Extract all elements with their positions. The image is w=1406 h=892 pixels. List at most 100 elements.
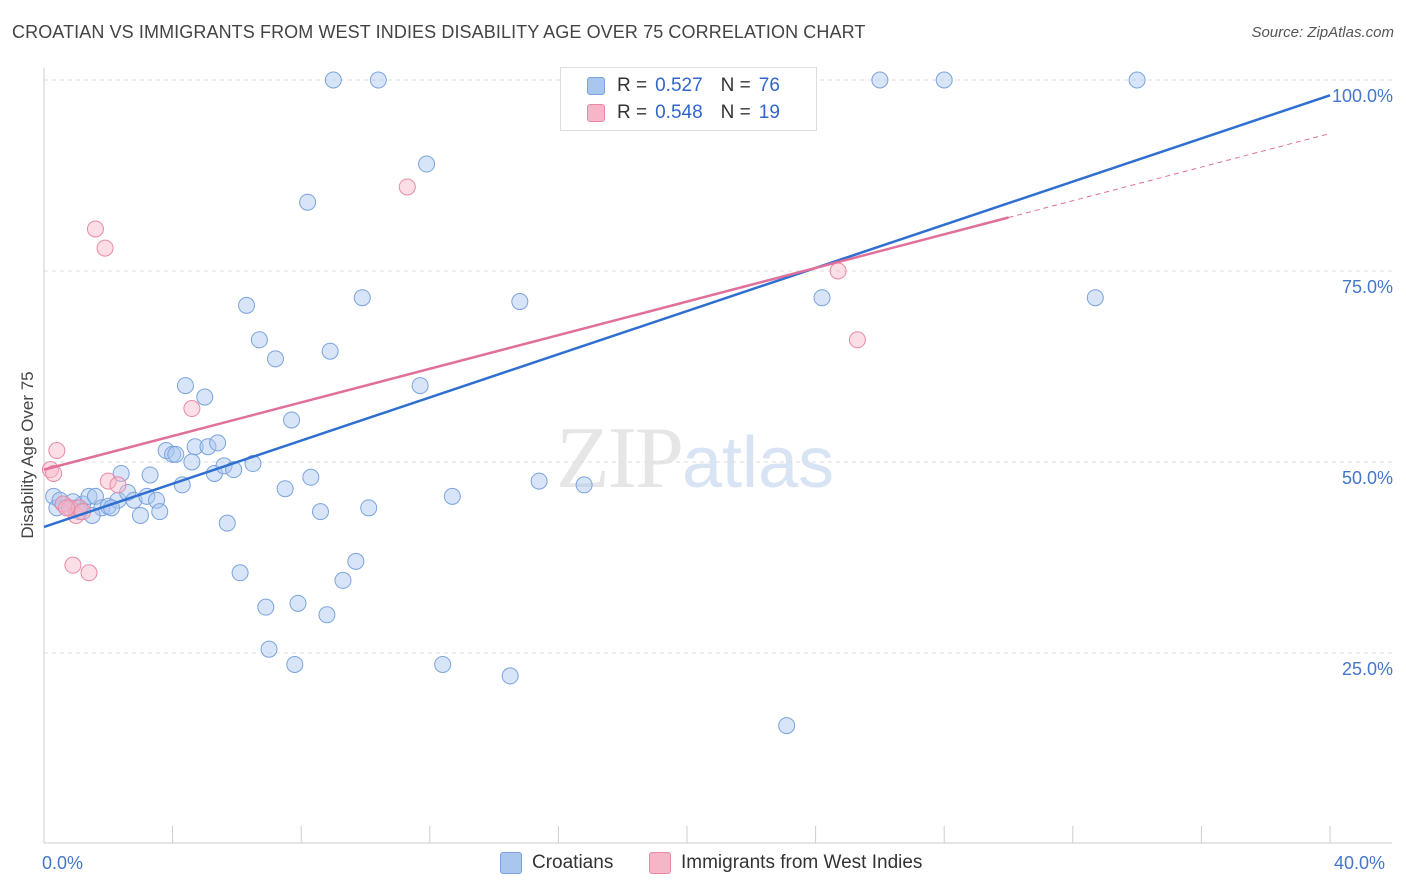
croatian-point bbox=[411, 377, 429, 395]
croatian-point bbox=[1128, 71, 1146, 89]
croatian-point bbox=[1086, 289, 1104, 307]
croatian-point bbox=[778, 717, 796, 735]
watermark-atlas: atlas bbox=[682, 423, 835, 503]
west-indies-point bbox=[80, 564, 98, 582]
croatian-point bbox=[299, 193, 317, 211]
chart-title: CROATIAN VS IMMIGRANTS FROM WEST INDIES … bbox=[12, 22, 866, 42]
croatian-point bbox=[151, 503, 169, 521]
croatian-point bbox=[238, 296, 256, 314]
x-tick-label-min: 0.0% bbox=[42, 853, 84, 873]
croatian-point bbox=[148, 491, 166, 509]
trend-lines bbox=[43, 94, 1331, 529]
y-axis-title: Disability Age Over 75 bbox=[18, 371, 37, 539]
croatian-point bbox=[353, 289, 371, 307]
croatian-point bbox=[935, 71, 953, 89]
croatian-point bbox=[530, 472, 548, 490]
y-tick-label: 25.0% bbox=[1341, 659, 1393, 679]
series-legend: Croatians Immigrants from West Indies bbox=[0, 852, 1406, 878]
croatian-point bbox=[434, 655, 452, 673]
croatian-point bbox=[871, 71, 889, 89]
watermark-zip: ZIP bbox=[556, 410, 684, 507]
croatians-legend-swatch bbox=[500, 852, 522, 874]
croatian-point bbox=[318, 606, 336, 624]
stats-row-west-indies: R = 0.548 N = 19 bbox=[587, 101, 780, 125]
croatian-point bbox=[186, 438, 204, 456]
n-value: 19 bbox=[758, 102, 780, 123]
croatian-point bbox=[260, 640, 278, 658]
west-indies-point bbox=[96, 239, 114, 257]
west-indies-trend-line bbox=[43, 216, 1009, 471]
legend-label-croatians: Croatians bbox=[532, 852, 614, 873]
croatian-point bbox=[311, 503, 329, 521]
r-label: R = bbox=[617, 102, 648, 123]
croatian-point bbox=[196, 388, 214, 406]
legend-item-croatians[interactable]: Croatians bbox=[500, 852, 613, 874]
watermark: ZIPatlas bbox=[556, 408, 834, 509]
croatians-swatch bbox=[587, 77, 605, 95]
y-tick-label: 50.0% bbox=[1341, 468, 1393, 488]
west-indies-swatch bbox=[587, 104, 605, 122]
y-tick-label: 100.0% bbox=[1331, 86, 1393, 106]
legend-label-west-indies: Immigrants from West Indies bbox=[681, 852, 923, 873]
croatian-point bbox=[199, 438, 217, 456]
croatian-point bbox=[511, 293, 529, 311]
croatian-point bbox=[218, 514, 236, 532]
croatian-point bbox=[131, 506, 149, 524]
croatian-point bbox=[360, 499, 378, 517]
croatian-point bbox=[418, 155, 436, 173]
croatian-point bbox=[302, 468, 320, 486]
croatian-point bbox=[80, 487, 98, 505]
r-label: R = bbox=[617, 75, 648, 96]
west-indies-point bbox=[48, 442, 66, 460]
croatian-point bbox=[289, 594, 307, 612]
croatian-point bbox=[443, 487, 461, 505]
n-value: 76 bbox=[758, 75, 780, 96]
r-value: 0.548 bbox=[655, 102, 703, 123]
west-indies-point bbox=[829, 262, 847, 280]
x-tick-label-max: 40.0% bbox=[1334, 853, 1386, 873]
croatian-point bbox=[183, 453, 201, 471]
west-indies-point bbox=[64, 556, 82, 574]
n-label: N = bbox=[720, 102, 751, 123]
croatian-point bbox=[324, 71, 342, 89]
west-indies-point bbox=[398, 178, 416, 196]
west-indies-point bbox=[86, 220, 104, 238]
west-indies-point bbox=[45, 464, 63, 482]
west-indies-point bbox=[99, 472, 117, 490]
croatian-point bbox=[813, 289, 831, 307]
croatian-point bbox=[334, 571, 352, 589]
axes bbox=[43, 68, 1392, 844]
croatian-point bbox=[286, 655, 304, 673]
west-indies-point bbox=[848, 331, 866, 349]
stats-row-croatians: R = 0.527 N = 76 bbox=[587, 74, 780, 98]
croatian-point bbox=[347, 552, 365, 570]
croatian-point bbox=[231, 564, 249, 582]
stats-legend: R = 0.527 N = 76 R = 0.548 N = 19 bbox=[560, 67, 817, 131]
croatians-trend-line bbox=[43, 94, 1331, 529]
croatian-point bbox=[276, 480, 294, 498]
croatian-point bbox=[575, 476, 593, 494]
source-label: Source: ZipAtlas.com bbox=[1251, 24, 1394, 41]
west-indies-point bbox=[109, 476, 127, 494]
croatian-point bbox=[209, 434, 227, 452]
croatian-point bbox=[167, 445, 185, 463]
west-indies-trend-line bbox=[1008, 132, 1331, 219]
croatian-point bbox=[501, 667, 519, 685]
croatian-point bbox=[283, 411, 301, 429]
west-indies-point bbox=[58, 499, 76, 517]
n-label: N = bbox=[720, 75, 751, 96]
croatian-point bbox=[176, 377, 194, 395]
west-indies-point bbox=[183, 400, 201, 418]
r-value: 0.527 bbox=[655, 75, 703, 96]
legend-item-west-indies[interactable]: Immigrants from West Indies bbox=[649, 852, 922, 874]
y-tick-label: 75.0% bbox=[1341, 277, 1393, 297]
croatian-point bbox=[112, 464, 130, 482]
data-points bbox=[41, 71, 1146, 735]
croatian-point bbox=[257, 598, 275, 616]
croatian-point bbox=[369, 71, 387, 89]
croatian-point bbox=[250, 331, 268, 349]
croatian-point bbox=[321, 342, 339, 360]
croatian-point bbox=[141, 466, 159, 484]
west-indies-legend-swatch bbox=[649, 852, 671, 874]
